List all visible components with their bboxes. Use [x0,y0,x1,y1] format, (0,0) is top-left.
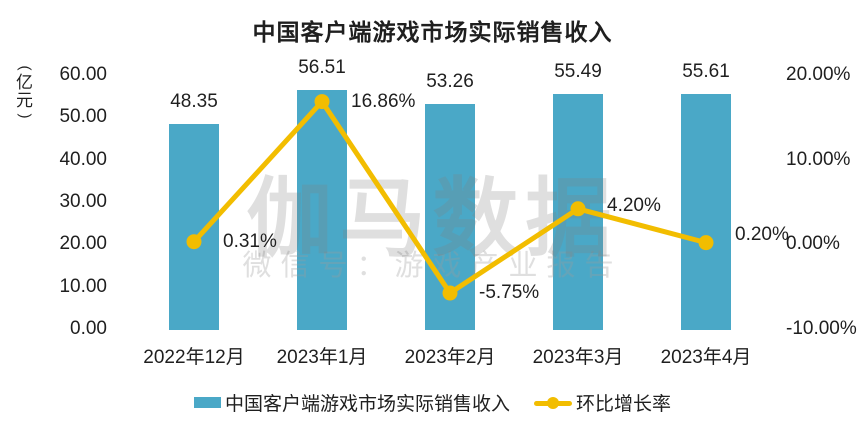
y-axis-tick-left: 50.00 [59,106,107,128]
y-axis-tick-left: 10.00 [59,275,107,297]
bar-series-swatch-icon [193,397,221,408]
left-axis-unit-char: 亿 [16,73,33,92]
y-axis-tick-right: 20.00% [786,64,851,85]
line-point-label: 4.20% [607,194,661,216]
x-axis-label: 2023年1月 [276,347,368,368]
line-series-marker-icon [534,396,572,409]
y-axis-tick-right: -10.00% [786,318,857,339]
left-axis-unit-char: ) [16,113,34,119]
x-axis-label: 2023年3月 [532,347,624,368]
chart-title: 中国客户端游戏市场实际销售收入 [252,19,613,45]
y-axis-tick-left: 60.00 [59,64,107,85]
line-point-label: 16.86% [351,90,416,112]
y-axis-tick-left: 0.00 [70,318,107,339]
line-point-label: -5.75% [479,282,540,304]
y-axis-tick-right: 10.00% [786,148,851,170]
y-axis-tick-right: 0.00% [786,233,840,255]
bar-value-label: 55.61 [682,60,730,82]
left-axis-unit-char: ( [16,65,34,71]
left-axis-unit-label: ( 亿元) [16,62,34,122]
bar-value-label: 55.49 [554,61,602,83]
bar-value-label: 48.35 [170,91,218,113]
x-axis-label: 2023年4月 [660,347,752,368]
left-axis-unit-char: 元 [16,91,33,110]
legend-line-label: 环比增长率 [576,394,672,415]
line-point [570,201,586,217]
bar-value-label: 53.26 [426,70,474,92]
y-axis-tick-left: 20.00 [59,233,107,255]
bar-value-label: 56.51 [298,56,346,78]
line-point-label: 0.20% [735,223,789,245]
x-axis-label: 2022年12月 [143,347,245,368]
line-point [442,285,458,301]
x-axis-label: 2023年2月 [404,347,496,368]
line-point [186,234,202,250]
bar [681,93,731,330]
line-point [698,235,714,251]
legend-item-line: 环比增长率 [534,389,671,416]
legend-item-bar: 中国客户端游戏市场实际销售收入 [193,389,510,416]
legend-bar-label: 中国客户端游戏市场实际销售收入 [224,394,510,415]
legend: 中国客户端游戏市场实际销售收入 环比增长率 [0,389,865,416]
y-axis-tick-left: 30.00 [59,191,107,212]
y-axis-tick-left: 40.00 [59,148,107,170]
line-point [314,94,330,110]
line-point-label: 0.31% [223,230,277,252]
